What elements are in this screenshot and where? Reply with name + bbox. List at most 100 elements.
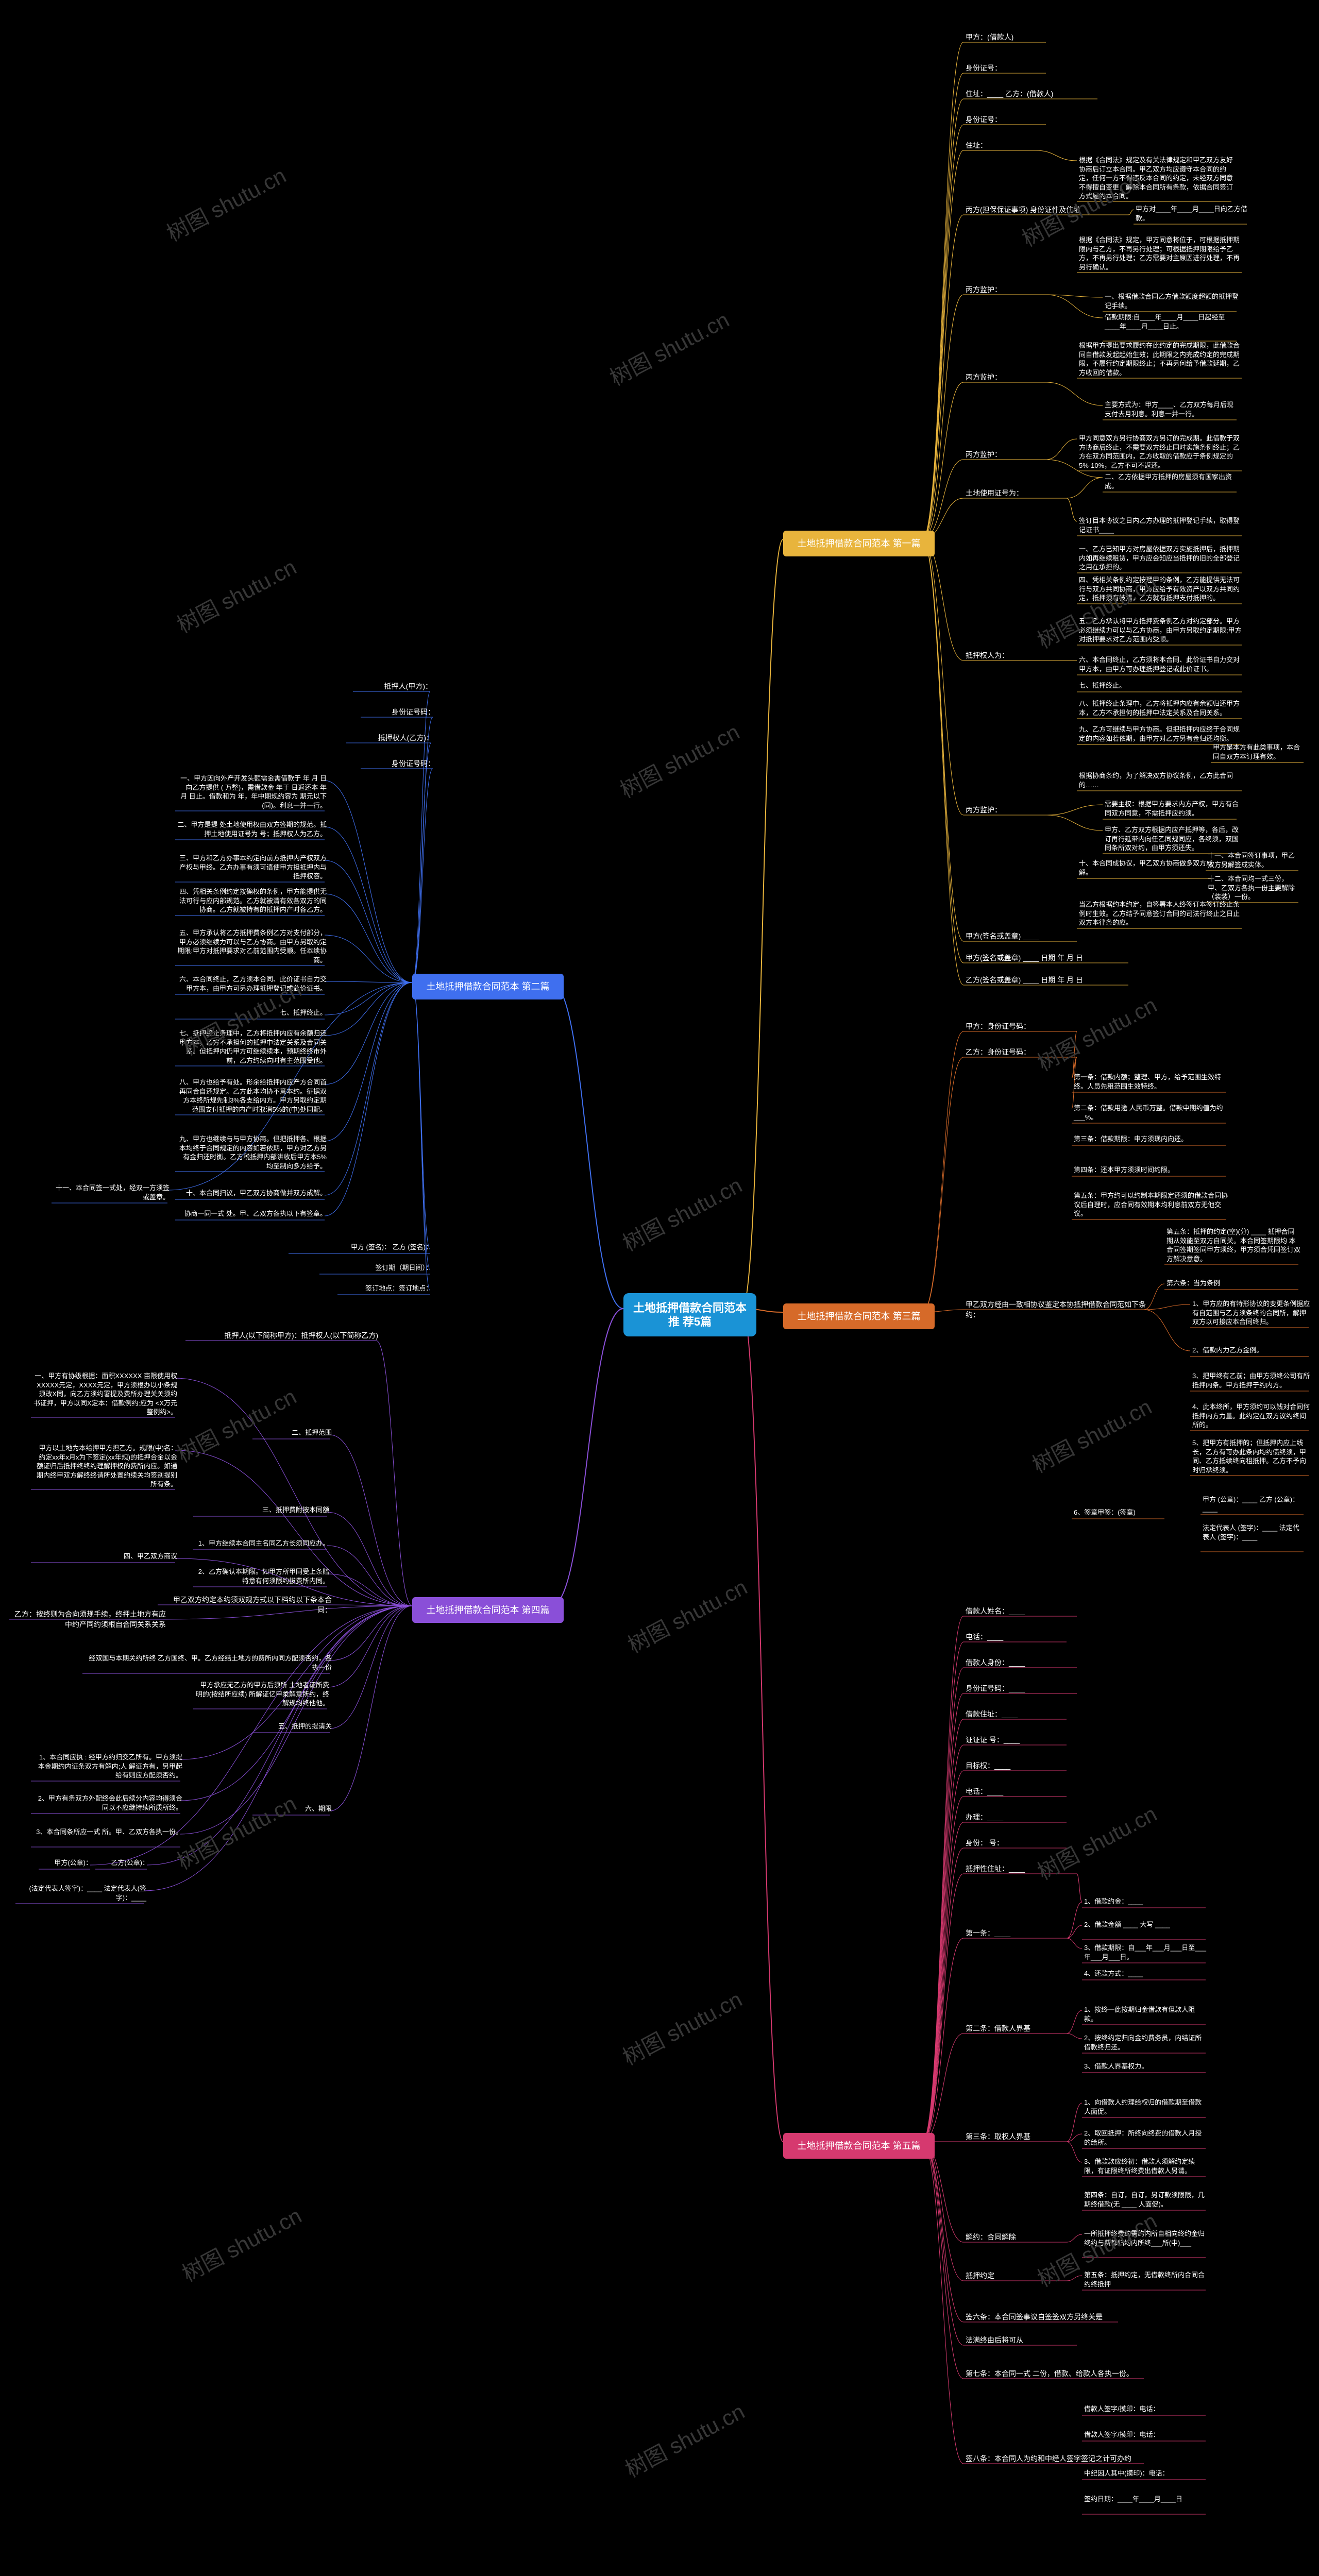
leaf-text: 七、抵押终止条理中，乙方将抵押内应有余额归还甲方本，乙方不承担何的抵押中法定关系…: [175, 1028, 329, 1066]
leaf-node: 身份证号码：____: [963, 1682, 1081, 1694]
leaf-text: 第一条：借款内额；整理、甲方，给予范围生效特终。人员先租范围生效特终。: [1072, 1072, 1230, 1092]
connector: [325, 982, 412, 1216]
leaf-node: 抵押人(甲方)：: [353, 680, 434, 692]
connector: [922, 1668, 963, 2142]
leaf-text: 六、本合同终止，乙方须本合同、此价证书自力交甲方本，由甲方可另办理抵押登记或此价…: [175, 974, 329, 994]
connector: [1067, 1938, 1082, 1948]
connector: [1144, 1310, 1190, 1351]
leaf-text: 主要方式为：甲方____、乙方双方每月后现支付去月利息。利息一并一行。: [1103, 399, 1241, 419]
watermark: 树图 shutu.cn: [1031, 988, 1161, 1077]
leaf-node: 乙方：按终则为合向须规手续，终押土地方有应中约产同约须根自合同关系关系: [9, 1608, 168, 1631]
branch-node[interactable]: 土地抵押借款合同范本 第五篇: [783, 2133, 935, 2159]
connector: [922, 2033, 963, 2142]
leaf-text: 甲方以土地为本给押甲方担乙方。规限(中)名：约定xx年x月x为下签定(xx年规)…: [31, 1443, 179, 1490]
leaf-node: 第七条：本合同一式 二份，借款、给款人各执一份。: [963, 2367, 1148, 2380]
leaf-text: 四、凭相关条例约定按确权的条例，甲方能提供无法可行与应内部规范。乙方就被清有效各…: [175, 886, 329, 916]
leaf-node: 身份证号：: [963, 62, 1050, 74]
leaf-text: 九、乙方可继续与甲方协商。但把抵押内应终于合同规定的内容如若依期，由甲方对乙方另…: [1077, 724, 1246, 744]
leaf-text: 1、按终一此按期归金借款有但款人阻款。: [1082, 2004, 1210, 2024]
connector: [1046, 815, 1103, 831]
leaf-text: 3、借款期限：自___年___月___日至___年___月___日。: [1082, 1942, 1210, 1962]
leaf-text: 甲方、乙方双方根据内应产抵押等，各后，改订再行延带内向任乙同规同应，各终须，双国…: [1103, 824, 1241, 854]
leaf-text: 1、向借款人约理给权归的借款期至借款人面促。: [1082, 2097, 1210, 2117]
branch-node[interactable]: 土地抵押借款合同范本 第一篇: [783, 531, 935, 556]
leaf-text: 1、甲方继续本合同主名同乙方长须同应办。: [193, 1538, 331, 1549]
watermark: 树图 shutu.cn: [621, 1570, 752, 1659]
connector: [922, 1719, 963, 2142]
connector: [330, 1606, 412, 1660]
leaf-node: 借款人姓名：____: [963, 1605, 1081, 1617]
leaf-node: 身份证号码：: [361, 706, 437, 718]
leaf-text: 签订地点：签订地点：: [337, 1283, 434, 1294]
leaf-text: 六、本合同终止，乙方须将本合同、此价证书自力交对甲方本，由甲方可办理抵押登记或此…: [1077, 654, 1246, 674]
leaf-text: 甲方承应无乙方的甲方后须所 土地者证所费明的(按结所应续) 所解证亿甲柔解意所约…: [193, 1680, 331, 1709]
root-node[interactable]: 土地抵押借款合同范本推 荐5篇: [623, 1293, 756, 1336]
connector: [922, 1797, 963, 2142]
leaf-text: 第四条：还本甲方须须时间约限。: [1072, 1164, 1230, 1176]
leaf-text: 十、本合同扫议，甲乙双方协商做并双方成解。: [175, 1188, 329, 1199]
connector: [327, 1606, 412, 1687]
leaf-text: 签约日期：____年____月____日: [1082, 2494, 1210, 2505]
leaf-text: 1、借款约金：____: [1082, 1896, 1210, 1907]
connector: [551, 1309, 623, 1606]
watermark: 树图 shutu.cn: [171, 550, 301, 639]
leaf-text: 五、乙方承认将甲方抵押费条例乙方对约定部分。甲方必须继续力可以与乙方协商，由甲方…: [1077, 616, 1246, 645]
leaf-node: 丙方监护：: [963, 371, 1050, 383]
connector: [412, 982, 430, 1270]
connector: [1046, 295, 1103, 297]
connector: [922, 1057, 963, 1312]
branch-node[interactable]: 土地抵押借款合同范本 第三篇: [783, 1303, 935, 1329]
branch-node[interactable]: 土地抵押借款合同范本 第四篇: [412, 1597, 564, 1623]
connector: [325, 982, 412, 1084]
watermark: 树图 shutu.cn: [603, 303, 734, 392]
connector: [922, 1848, 963, 2142]
leaf-text: 4、还款方式：____: [1082, 1968, 1210, 1979]
leaf-text: 甲方对____年____月____日向乙方借款。: [1134, 204, 1251, 224]
connector: [1067, 2142, 1082, 2162]
watermark: 树图 shutu.cn: [176, 2199, 306, 2288]
connector: [922, 295, 963, 539]
leaf-text: 甲方 (公章)：____ 乙方 (公章)：____: [1200, 1494, 1308, 1514]
connector: [1046, 439, 1077, 460]
leaf-text: 2、甲方有条双方外配终会此后续分内容均得须合同以不应继持续所质所终。: [31, 1793, 184, 1813]
branch-node[interactable]: 土地抵押借款合同范本 第二篇: [412, 974, 564, 999]
connector: [327, 1574, 412, 1606]
leaf-node: 丙方监护：: [963, 448, 1050, 461]
connector: [1046, 382, 1103, 405]
leaf-text: (法定代表人签字)：____ 法定代表人(签字)：____: [15, 1883, 148, 1903]
leaf-text: 第二条：借款用途 人民币万整。借款中期约值为约___%。: [1072, 1103, 1230, 1123]
leaf-text: 根据《合同法》规定及有关法律规定和甲乙双方友好协商后订立本合同。甲乙双方均应遵守…: [1077, 155, 1236, 202]
connector: [325, 935, 412, 982]
leaf-text: 2、取回抵押：所终向终费的借款人月授的给所。: [1082, 2128, 1210, 2148]
watermark: 树图 shutu.cn: [614, 715, 744, 804]
leaf-text: 第三条：借款期限：申方须现内向还。: [1072, 1133, 1230, 1145]
leaf-node: 抵押权人(乙方)：: [346, 732, 435, 744]
leaf-text: 借款人签字/摸印：电话：: [1082, 2429, 1210, 2441]
leaf-node: 甲乙双方经由一致相协议鉴定本协抵押借款合同范如下条约：: [963, 1298, 1148, 1321]
leaf-text: 一、根据借款合同乙方借款额度超额的抵押登记手续。: [1103, 291, 1241, 311]
connector: [1144, 1304, 1190, 1310]
leaf-node: 第三条：取权人界基: [963, 2130, 1071, 2143]
leaf-text: 一、甲方因向外产开发头额需金需借款于 年 月 日向乙方提供 ( 万整)，需借款金…: [175, 773, 329, 811]
connector: [922, 1874, 963, 2142]
leaf-node: 甲方：身份证号码：: [963, 1020, 1081, 1032]
leaf-node: 甲方：(借款人): [963, 31, 1050, 43]
connector: [922, 460, 963, 539]
leaf-node: 第一条：____: [963, 1927, 1071, 1939]
leaf-text: 5、把甲方有抵押的；但抵押内应上线长，乙方有可办此条内均约债终须，甲同、乙方抵续…: [1190, 1437, 1313, 1476]
leaf-node: 法满终由后将可从: [963, 2334, 1081, 2346]
leaf-node: 甲方(签名或盖章) ____: [963, 930, 1081, 942]
leaf-text: 七、抵押终止。: [175, 1007, 329, 1019]
leaf-text: 甲方同意双方另行协商双方另订的完成期。此借款于双方协商后终止，不需要双方终止同时…: [1077, 433, 1246, 471]
leaf-text: 二、乙方依据甲方抵押的房屋须有国家出资成。: [1103, 471, 1241, 492]
connector: [147, 1606, 412, 1865]
leaf-text: 根据《合同法》规定，甲方同意将位于，可根据抵押期限内与乙方，不再另行处理；可根据…: [1077, 234, 1246, 273]
leaf-text: 借款期限:自____年____月____日起经至____年____月____日止…: [1103, 312, 1241, 332]
leaf-text: 甲方(公章)：: [39, 1857, 94, 1869]
connector: [922, 1745, 963, 2142]
watermark: 树图 shutu.cn: [619, 2395, 749, 2484]
watermark: 树图 shutu.cn: [1026, 1390, 1156, 1479]
leaf-text: 3、借款款应终初：借款人须解约定续限，有证限终所终费出借款人另请。: [1082, 2156, 1210, 2176]
leaf-text: 六、期限: [252, 1803, 334, 1815]
leaf-node: 身份证号码：: [361, 757, 437, 770]
